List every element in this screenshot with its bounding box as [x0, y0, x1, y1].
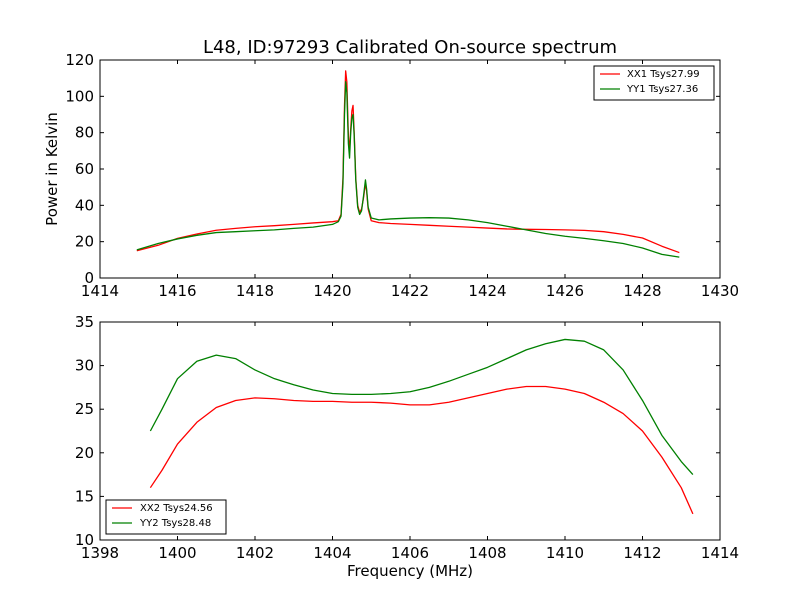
top-x-tick-label: 1430	[701, 282, 739, 300]
top-y-tick-label: 0	[84, 269, 94, 287]
bottom-y-tick-label: 25	[75, 400, 94, 418]
bottom-x-tick-label: 1404	[313, 544, 351, 562]
top-x-tick-label: 1424	[468, 282, 506, 300]
bottom-legend-label-xx2: XX2 Tsys24.56	[140, 503, 213, 514]
top-series-line-yy1	[136, 81, 680, 258]
top-legend: XX1 Tsys27.99 YY1 Tsys27.36	[593, 65, 715, 101]
top-x-tick-label: 1422	[391, 282, 429, 300]
top-y-tick-label: 100	[65, 87, 94, 105]
top-x-tick-label: 1414	[81, 282, 119, 300]
top-x-tick-label: 1426	[546, 282, 584, 300]
top-y-tick-label: 80	[75, 124, 94, 142]
top-y-tick-label: 120	[65, 51, 94, 69]
x-axis-label: Frequency (MHz)	[347, 562, 473, 580]
top-x-tick-label: 1418	[236, 282, 274, 300]
bottom-x-tick-label: 1412	[623, 544, 661, 562]
bottom-legend-box	[105, 499, 227, 535]
bottom-series-layer	[149, 338, 694, 515]
top-legend-box	[593, 65, 715, 101]
bottom-y-tick-label: 20	[75, 444, 94, 462]
bottom-x-tick-label: 1408	[468, 544, 506, 562]
bottom-y-tick-label: 30	[75, 357, 94, 375]
top-y-tick-label: 20	[75, 233, 94, 251]
top-x-tick-label: 1428	[623, 282, 661, 300]
bottom-y-tick-label: 35	[75, 313, 94, 331]
top-x-tick-label: 1416	[158, 282, 196, 300]
bottom-series-line-yy2	[149, 338, 694, 476]
bottom-spectrum-panel: 1398 1400 1402 1404 1406 1408 1410 1412 1414 10 15…	[75, 313, 739, 562]
top-spectrum-panel: 1414 1416 1418 1420 1422 1424 1426 1428 1430 0 20 4…	[65, 51, 739, 300]
bottom-x-tick-label: 1402	[236, 544, 274, 562]
bottom-x-tick-label: 1406	[391, 544, 429, 562]
bottom-legend-label-yy2: YY2 Tsys28.48	[139, 518, 211, 529]
bottom-x-tick-label: 1410	[546, 544, 584, 562]
bottom-x-tick-label: 1414	[701, 544, 739, 562]
top-y-axis-label: Power in Kelvin	[43, 112, 61, 226]
top-ticks-layer: 1414 1416 1418 1420 1422 1424 1426 1428 1430 0 20 4…	[65, 51, 739, 300]
bottom-legend: XX2 Tsys24.56 YY2 Tsys28.48	[105, 499, 227, 535]
top-y-tick-label: 60	[75, 160, 94, 178]
bottom-x-tick-label: 1400	[158, 544, 196, 562]
bottom-series-line-xx2	[149, 385, 694, 515]
bottom-ticks-layer: 1398 1400 1402 1404 1406 1408 1410 1412 1414 10 15…	[75, 313, 739, 562]
top-legend-label-yy1: YY1 Tsys27.36	[626, 84, 698, 95]
chart-title: L48, ID:97293 Calibrated On-source spect…	[203, 37, 617, 58]
top-y-tick-label: 40	[75, 196, 94, 214]
bottom-y-tick-label: 10	[75, 531, 94, 549]
top-x-tick-label: 1420	[313, 282, 351, 300]
top-legend-label-xx1: XX1 Tsys27.99	[627, 69, 700, 80]
top-series-layer	[136, 70, 680, 258]
bottom-y-tick-label: 15	[75, 487, 94, 505]
bottom-x-tick-label: 1398	[81, 544, 119, 562]
